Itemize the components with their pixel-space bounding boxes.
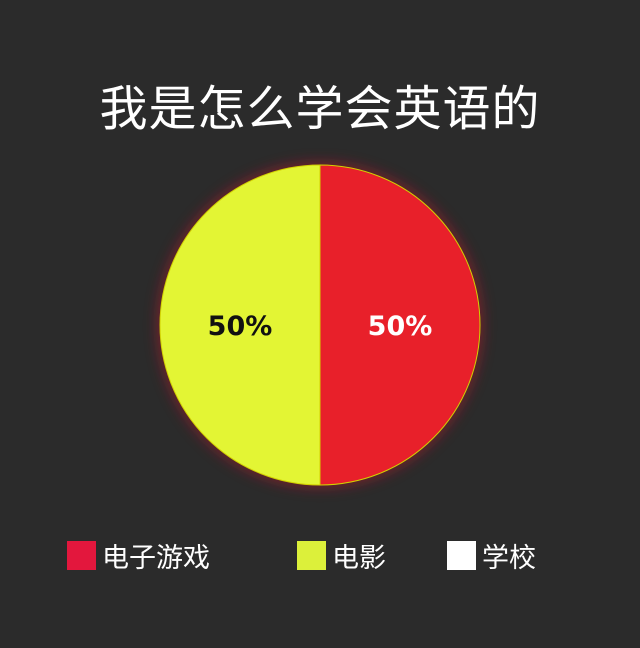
legend-label-video-games: 电子游戏	[102, 542, 210, 574]
chart-title: 我是怎么学会英语的	[99, 81, 541, 137]
legend-label-movies: 电影	[332, 542, 386, 574]
pie-slice-1	[159, 164, 321, 486]
legend-item-movies: 电影	[297, 535, 386, 575]
legend-label-school: 学校	[482, 542, 536, 574]
legend-item-school: 学校	[447, 535, 536, 575]
legend-swatch-school	[447, 540, 476, 570]
pie-slice-0	[319, 164, 481, 486]
pie-slice-label-0: 50%	[368, 311, 433, 342]
legend-swatch-movies	[297, 540, 326, 570]
pie-slice-label-1: 50%	[208, 311, 273, 342]
legend-item-video-games: 电子游戏	[67, 535, 210, 575]
legend-swatch-video-games	[67, 540, 96, 570]
